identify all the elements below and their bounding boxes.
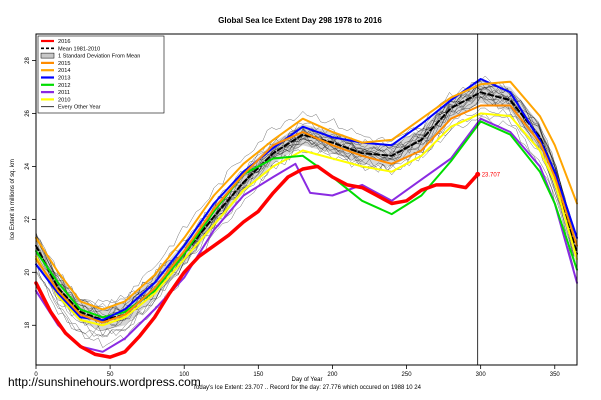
every-other-year-line: [35, 93, 575, 322]
legend-item: 2014: [41, 68, 70, 74]
y-tick-label: 22: [25, 215, 31, 222]
x-tick-label: 0: [34, 372, 38, 378]
legend-swatch: [40, 52, 55, 59]
x-tick-label: 100: [179, 372, 190, 378]
legend-box: [37, 35, 165, 114]
y-tick-label: 28: [25, 56, 31, 63]
x-tick-label: 350: [550, 372, 561, 378]
legend-label: 2015: [58, 61, 70, 67]
legend-item: Every Other Year: [41, 105, 101, 111]
current-value-marker: [475, 171, 481, 177]
legend-label: 2016: [58, 39, 70, 45]
legend-label: Mean 1981-2010: [58, 46, 100, 52]
y-tick-label: 18: [25, 321, 31, 328]
legend-label: 2011: [58, 90, 70, 96]
y-tick-label: 26: [25, 109, 31, 116]
series-layer: [34, 75, 578, 359]
every-other-year-line: [35, 86, 575, 312]
x-tick-label: 150: [253, 372, 264, 378]
every-other-year-line: [35, 95, 575, 327]
watermark-url[interactable]: http://sunshinehours.wordpress.com: [8, 375, 201, 389]
every-other-year-line: [35, 116, 575, 339]
series-line-2010: [35, 112, 578, 327]
footer-record-text: Today's Ice Extent: 23.707 .. Record for…: [193, 385, 422, 391]
chart-title: Global Sea Ice Extent Day 298 1978 to 20…: [218, 16, 382, 25]
legend-item: Mean 1981-2010: [41, 46, 100, 52]
plot-frame: [35, 33, 578, 366]
y-tick-label: 24: [25, 162, 31, 169]
legend-label: 2013: [58, 76, 70, 82]
legend-item: 2015: [41, 61, 70, 67]
x-tick-label: 300: [476, 372, 487, 378]
legend-item: 2012: [41, 83, 70, 89]
current-value-label: 23.707: [482, 172, 501, 178]
legend-item: 2010: [41, 97, 70, 103]
series-line-2013: [35, 78, 578, 321]
series-line-2011: [35, 117, 578, 353]
legend-item: 1 Standard Deviation From Mean: [40, 52, 140, 60]
legend-label: 2014: [58, 68, 70, 74]
x-tick-label: 250: [402, 372, 413, 378]
legend-label: Every Other Year: [58, 105, 101, 111]
every-other-year-line: [35, 96, 575, 337]
axes-layer: 0 50 100 150 200 250 300 350 18 20 22 24 26 28: [25, 56, 560, 378]
series-line-2014: [35, 80, 578, 311]
legend-label: 2012: [58, 83, 70, 89]
x-axis-label: Day of Year: [291, 377, 322, 383]
x-tick-label: 50: [107, 372, 114, 378]
y-axis-label: Ice Extent in millions of sq. km: [10, 159, 16, 240]
legend-label: 1 Standard Deviation From Mean: [58, 54, 140, 60]
legend-item: 2016: [41, 39, 70, 45]
series-line-mean-1981-2010: [35, 91, 578, 321]
legend-label: 2010: [58, 97, 70, 103]
legend-item: 2011: [41, 90, 70, 96]
y-tick-label: 20: [25, 268, 31, 275]
legend-item: 2013: [41, 76, 70, 82]
series-line-2015: [35, 104, 578, 324]
series-line-2016: [34, 164, 480, 359]
x-tick-label: 200: [327, 372, 338, 378]
